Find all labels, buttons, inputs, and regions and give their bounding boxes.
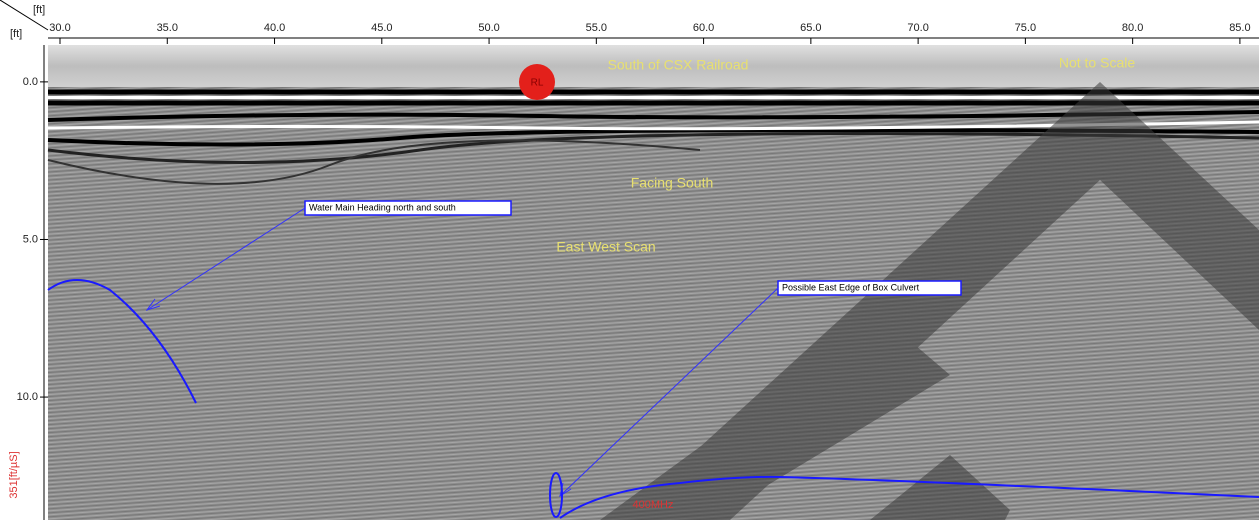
x-tick-label: 30.0	[49, 22, 70, 34]
y-axis: 0.0 5.0 10.0	[17, 45, 48, 520]
scale-note: Not to Scale	[1059, 55, 1135, 71]
facing-label: Facing South	[631, 175, 714, 191]
x-tick-label: 65.0	[800, 22, 821, 34]
air-band	[48, 45, 1259, 87]
x-axis: 30.0 35.0 40.0 45.0 50.0 55.0 60.0 65.0 70.0 75.0…	[48, 22, 1259, 44]
x-tick-label: 45.0	[371, 22, 392, 34]
x-tick-label: 60.0	[693, 22, 714, 34]
location-label: South of CSX Railroad	[608, 57, 749, 73]
watermark	[600, 82, 1259, 520]
rl-label: RL	[531, 78, 544, 89]
y-tick-label: 0.0	[23, 76, 38, 88]
x-tick-label: 55.0	[586, 22, 607, 34]
y-tick-label: 10.0	[17, 391, 38, 403]
velocity-label: 351[ft/µS]	[8, 451, 20, 498]
x-tick-label: 80.0	[1122, 22, 1143, 34]
frequency-label: 400MHz	[633, 499, 674, 511]
scan-label: East West Scan	[556, 239, 655, 255]
x-tick-label: 35.0	[157, 22, 178, 34]
y-unit: [ft]	[10, 28, 22, 40]
y-tick-label: 5.0	[23, 233, 38, 245]
x-tick-label: 85.0	[1229, 22, 1250, 34]
callout-text: Possible East Edge of Box Culvert	[782, 282, 920, 292]
corner-line	[0, 0, 49, 31]
callout-text: Water Main Heading north and south	[309, 202, 456, 212]
water-main-callout: Water Main Heading north and south	[47, 200, 512, 404]
rl-marker	[519, 64, 555, 100]
culvert-callout: Possible East Edge of Box Culvert	[549, 280, 1259, 519]
x-tick-label: 75.0	[1015, 22, 1036, 34]
x-tick-label: 50.0	[478, 22, 499, 34]
surface-reflections	[47, 89, 1259, 185]
x-tick-label: 40.0	[264, 22, 285, 34]
x-tick-label: 70.0	[907, 22, 928, 34]
x-unit: [ft]	[33, 4, 45, 16]
